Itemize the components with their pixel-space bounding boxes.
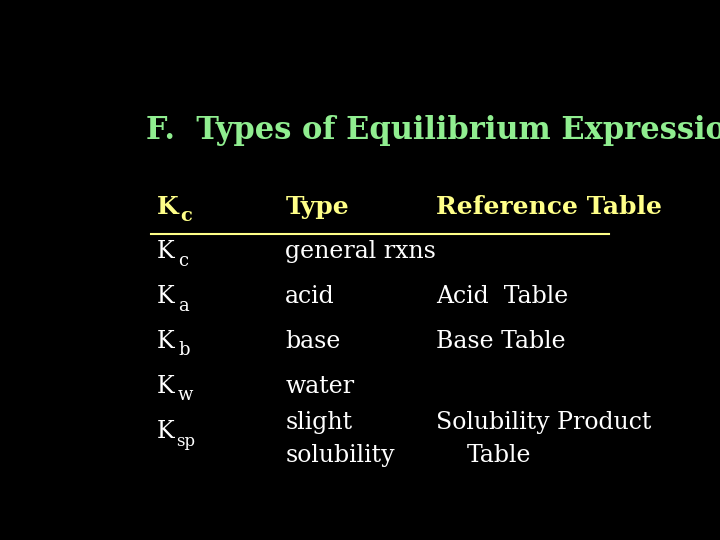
Text: Reference Table: Reference Table bbox=[436, 195, 662, 219]
Text: acid: acid bbox=[285, 285, 335, 308]
Text: w: w bbox=[178, 386, 194, 404]
Text: sp: sp bbox=[176, 433, 196, 450]
Text: a: a bbox=[178, 296, 189, 314]
Text: Solubility Product: Solubility Product bbox=[436, 410, 652, 434]
Text: c: c bbox=[178, 252, 189, 269]
Text: K: K bbox=[157, 330, 174, 353]
Text: Acid  Table: Acid Table bbox=[436, 285, 568, 308]
Text: K: K bbox=[157, 285, 174, 308]
Text: Table: Table bbox=[467, 444, 531, 467]
Text: slight: slight bbox=[285, 410, 352, 434]
Text: b: b bbox=[178, 341, 189, 360]
Text: Base Table: Base Table bbox=[436, 330, 566, 353]
Text: K: K bbox=[157, 420, 174, 443]
Text: F.  Types of Equilibrium Expressions: F. Types of Equilibrium Expressions bbox=[145, 114, 720, 146]
Text: K: K bbox=[157, 375, 174, 398]
Text: base: base bbox=[285, 330, 341, 353]
Text: K: K bbox=[157, 195, 179, 219]
Text: general rxns: general rxns bbox=[285, 240, 436, 263]
Text: solubility: solubility bbox=[285, 444, 395, 467]
Text: water: water bbox=[285, 375, 354, 398]
Text: K: K bbox=[157, 240, 174, 263]
Text: c: c bbox=[181, 207, 192, 225]
Text: Type: Type bbox=[285, 195, 349, 219]
